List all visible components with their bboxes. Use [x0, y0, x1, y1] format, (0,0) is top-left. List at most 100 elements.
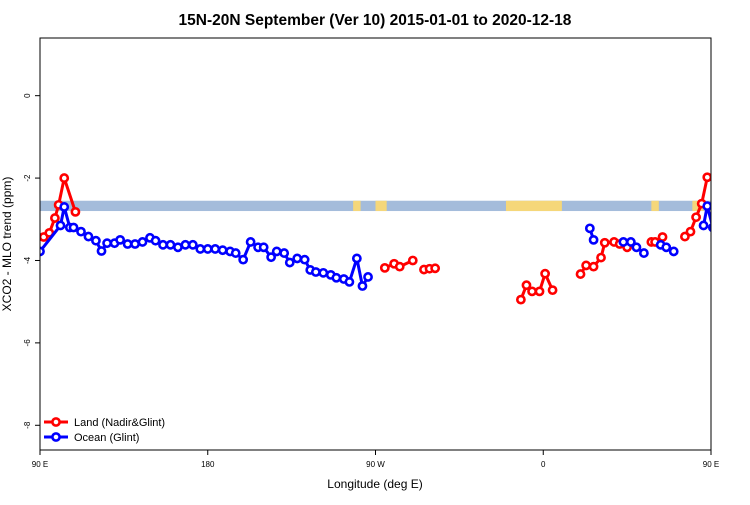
data-point [521, 280, 532, 291]
data-point [596, 252, 606, 263]
data-point [430, 263, 441, 274]
data-point [599, 237, 610, 248]
x-tick-label: 90 E [703, 460, 719, 469]
land-strip-segment [505, 200, 562, 212]
x-tick-label: 180 [201, 460, 215, 469]
data-point [284, 257, 295, 268]
data-point [741, 249, 748, 256]
x-axis-label: Longitude (deg E) [327, 477, 422, 491]
data-point [279, 248, 290, 258]
legend-label: Ocean (Glint) [74, 432, 139, 444]
legend-label: Land (Nadir&Glint) [74, 417, 165, 429]
x-tick-label: 90 W [366, 460, 385, 469]
data-point [344, 277, 355, 287]
data-point [150, 235, 161, 246]
x-axis: 90 E 180 90 W 0 90 E [32, 450, 719, 469]
data-point [680, 231, 690, 242]
data-point [691, 212, 701, 223]
data-point [173, 242, 183, 253]
data-point [698, 220, 709, 231]
data-point [394, 261, 405, 272]
data-point [292, 253, 303, 264]
data-point [707, 222, 711, 233]
data-point [331, 272, 342, 283]
data-point [357, 281, 368, 291]
data-point [83, 231, 94, 242]
data-point [115, 234, 126, 245]
chart-title: 15N-20N September (Ver 10) 2015-01-01 to… [179, 12, 572, 29]
data-point [195, 244, 206, 254]
series-ocean [40, 201, 750, 291]
data-point [137, 237, 148, 247]
data-point [685, 226, 696, 237]
legend-marker [51, 432, 61, 442]
x-tick-label: 90 E [32, 460, 48, 469]
y-tick-label: -6 [23, 339, 32, 347]
data-point [657, 232, 668, 242]
data-point [661, 242, 672, 253]
data-point [271, 246, 282, 257]
data-point [581, 260, 592, 271]
y-tick-label: -4 [23, 256, 32, 264]
land-mask-strip [40, 200, 711, 212]
y-tick-label: -8 [23, 421, 32, 429]
data-point [210, 244, 221, 254]
data-point [575, 269, 586, 279]
y-tick-label: 0 [23, 93, 32, 98]
data-point [59, 202, 70, 212]
data-point [618, 237, 629, 247]
data-point [588, 261, 599, 272]
legend: Land (Nadir&Glint) Ocean (Glint) [44, 417, 165, 444]
data-point [91, 235, 101, 246]
data-point [379, 262, 390, 273]
data-point [130, 239, 140, 249]
data-point [668, 246, 679, 257]
data-point [631, 242, 642, 253]
data-point [217, 245, 228, 256]
data-point [258, 242, 269, 253]
data-point [102, 238, 112, 249]
data-point [55, 220, 66, 231]
data-point [68, 222, 79, 233]
data-point [407, 255, 418, 266]
data-point [59, 173, 70, 183]
data-point [187, 239, 198, 250]
data-point [230, 248, 241, 258]
data-point [351, 253, 362, 264]
data-point [202, 244, 213, 254]
data-point [702, 201, 711, 211]
data-point [318, 267, 329, 278]
data-point [363, 272, 373, 282]
data-point [70, 206, 81, 217]
y-axis-label: XCO2 - MLO trend (ppm) [0, 177, 14, 312]
data-point [722, 229, 729, 236]
land-strip-segment [651, 200, 659, 212]
data-point [584, 223, 595, 234]
data-point [515, 294, 526, 305]
data-point [717, 209, 724, 216]
data-point [165, 239, 176, 250]
data-point [96, 246, 107, 256]
data-point [76, 226, 86, 237]
data-point [50, 213, 60, 223]
y-axis: 0 -2 -4 -6 -8 [23, 93, 40, 429]
x-tick-label: 0 [541, 460, 546, 469]
data-point [310, 267, 321, 277]
data-point [534, 286, 545, 297]
data-point [588, 234, 599, 245]
data-point [747, 240, 750, 247]
data-point [266, 252, 277, 263]
legend-marker [51, 417, 61, 427]
data-point [299, 254, 310, 265]
data-point [158, 239, 168, 250]
data-point [730, 234, 737, 241]
land-strip-segment [353, 200, 361, 212]
land-strip-segment [375, 200, 387, 212]
data-point [625, 237, 636, 247]
data-point [122, 239, 133, 249]
data-point [540, 268, 551, 279]
series-layer [40, 172, 750, 305]
data-point [527, 286, 537, 297]
